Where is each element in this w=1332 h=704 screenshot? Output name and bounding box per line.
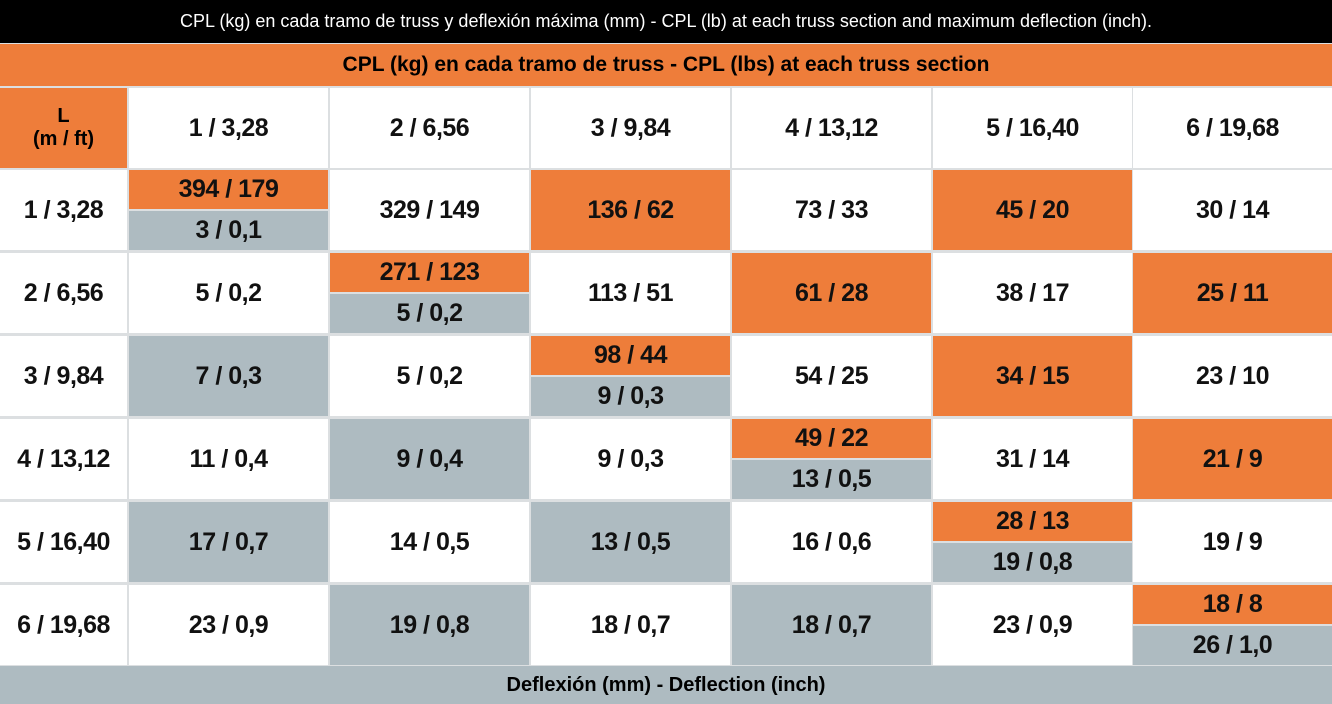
cell: 45 / 20 bbox=[933, 170, 1132, 250]
split-cell-bottom: 5 / 0,2 bbox=[330, 294, 529, 333]
cell: 61 / 28 bbox=[732, 253, 931, 333]
cell: 23 / 0,9 bbox=[933, 585, 1132, 665]
column-header: 3 / 9,84 bbox=[531, 88, 730, 168]
title-bar: CPL (kg) en cada tramo de truss y deflex… bbox=[0, 0, 1332, 43]
split-cell-bottom: 19 / 0,8 bbox=[933, 543, 1132, 582]
cell: 5 / 0,2 bbox=[129, 253, 328, 333]
cell: 329 / 149 bbox=[330, 170, 529, 250]
cell: 136 / 62 bbox=[531, 170, 730, 250]
row-header: 2 / 6,56 bbox=[0, 253, 127, 333]
corner-label: L bbox=[57, 105, 70, 127]
cell: 7 / 0,3 bbox=[129, 336, 328, 416]
row-header: 1 / 3,28 bbox=[0, 170, 127, 250]
row-header: 3 / 9,84 bbox=[0, 336, 127, 416]
cell: 38 / 17 bbox=[933, 253, 1132, 333]
cell: 16 / 0,6 bbox=[732, 502, 931, 582]
split-cell-top: 49 / 22 bbox=[732, 419, 931, 458]
column-header: 2 / 6,56 bbox=[330, 88, 529, 168]
cell: 14 / 0,5 bbox=[330, 502, 529, 582]
footer-bar: Deflexión (mm) - Deflection (inch) bbox=[0, 666, 1332, 704]
split-cell-top: 98 / 44 bbox=[531, 336, 730, 375]
cell: 23 / 10 bbox=[1133, 336, 1332, 416]
cell: 54 / 25 bbox=[732, 336, 931, 416]
cell: 9 / 0,4 bbox=[330, 419, 529, 499]
cell: 21 / 9 bbox=[1133, 419, 1332, 499]
cell: 17 / 0,7 bbox=[129, 502, 328, 582]
split-cell-bottom: 3 / 0,1 bbox=[129, 211, 328, 250]
split-cell-top: 271 / 123 bbox=[330, 253, 529, 292]
split-cell-bottom: 13 / 0,5 bbox=[732, 460, 931, 499]
split-cell-bottom: 26 / 1,0 bbox=[1133, 626, 1332, 665]
cell: 18 / 0,7 bbox=[732, 585, 931, 665]
corner-cell: L (m / ft) bbox=[0, 88, 127, 168]
cell: 5 / 0,2 bbox=[330, 336, 529, 416]
corner-unit: (m / ft) bbox=[32, 128, 95, 150]
split-cell-top: 18 / 8 bbox=[1133, 585, 1332, 624]
split-cell-bottom: 9 / 0,3 bbox=[531, 377, 730, 416]
cell: 73 / 33 bbox=[732, 170, 931, 250]
cell: 23 / 0,9 bbox=[129, 585, 328, 665]
cell: 11 / 0,4 bbox=[129, 419, 328, 499]
cell: 31 / 14 bbox=[933, 419, 1132, 499]
cell: 18 / 0,7 bbox=[531, 585, 730, 665]
split-cell-top: 28 / 13 bbox=[933, 502, 1132, 541]
cell: 30 / 14 bbox=[1133, 170, 1332, 250]
cell: 13 / 0,5 bbox=[531, 502, 730, 582]
cell: 113 / 51 bbox=[531, 253, 730, 333]
cell: 25 / 11 bbox=[1133, 253, 1332, 333]
section-header: CPL (kg) en cada tramo de truss - CPL (l… bbox=[0, 44, 1332, 86]
column-header: 5 / 16,40 bbox=[933, 88, 1132, 168]
cell: 34 / 15 bbox=[933, 336, 1132, 416]
cell: 19 / 9 bbox=[1133, 502, 1332, 582]
column-header: 1 / 3,28 bbox=[129, 88, 328, 168]
row-header: 6 / 19,68 bbox=[0, 585, 127, 665]
row-header: 4 / 13,12 bbox=[0, 419, 127, 499]
split-cell-top: 394 / 179 bbox=[129, 170, 328, 209]
row-header: 5 / 16,40 bbox=[0, 502, 127, 582]
cell: 19 / 0,8 bbox=[330, 585, 529, 665]
column-header: 6 / 19,68 bbox=[1133, 88, 1332, 168]
column-header: 4 / 13,12 bbox=[732, 88, 931, 168]
cell: 9 / 0,3 bbox=[531, 419, 730, 499]
